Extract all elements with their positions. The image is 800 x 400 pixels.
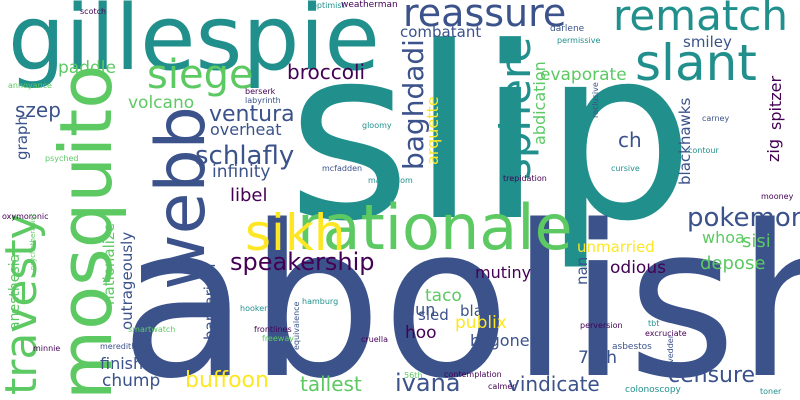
word-schlafly: schlafly (195, 141, 295, 171)
word-outrageously: outrageously (118, 231, 136, 330)
word-sisi: sisi (742, 231, 771, 252)
word-ivana: ivana (395, 369, 461, 397)
word-psyched: psyched (45, 154, 79, 163)
word-taco: taco (425, 286, 462, 306)
word-dun: dun (405, 300, 436, 319)
word-volcano: volcano (128, 93, 195, 113)
word-evaporate: evaporate (540, 65, 627, 85)
word-censure: censure (668, 363, 756, 388)
word-darlene: darlene (550, 24, 585, 34)
word-webb: webb (142, 106, 221, 290)
word-chump: chump (102, 371, 161, 391)
word-70th: 70th (578, 348, 618, 368)
word-colonoscopy: colonoscopy (625, 385, 681, 395)
word-optimist: optimist (312, 1, 345, 10)
word-abolish: abolish (120, 180, 800, 400)
word-gillespie: gillespie (8, 0, 380, 91)
word-abdication: abdication (530, 61, 549, 145)
word-slip: slip (287, 0, 695, 274)
word-weatherman: weatherman (341, 0, 398, 10)
word-reclusive: reclusive (591, 82, 600, 118)
word-gloomy: gloomy (362, 121, 392, 130)
word-graph: graph (13, 116, 31, 160)
word-infinity: infinity (212, 162, 271, 182)
word-zig: zig (764, 139, 783, 162)
word-mcfadden: mcfadden (322, 164, 363, 173)
word-annoyance: annoyance (8, 81, 52, 90)
word-perversion: perversion (580, 321, 623, 330)
word-bygone: bygone (470, 331, 530, 350)
word-nationalize: nationalize (100, 222, 118, 305)
word-sled: sled (418, 306, 449, 324)
word-56th: 56th (404, 371, 423, 380)
word-smartwatch: smartwatch (128, 325, 176, 334)
word-ch: ch (618, 128, 642, 152)
word-arquette: arquette (423, 96, 442, 165)
word-odious: odious (610, 258, 666, 278)
word-buffoon: buffoon (185, 368, 269, 393)
word-szep: szep (15, 98, 61, 122)
word-rationale: rationale (297, 191, 573, 264)
word-minnie: minnie (33, 344, 61, 353)
word-hooker: hooker (240, 304, 268, 313)
word-whoa: whoa (702, 228, 745, 247)
word-combatant: combatant (400, 23, 482, 41)
word-speakership: speakership (230, 248, 375, 276)
word-cursive: cursive (611, 164, 640, 173)
word-libel: libel (230, 185, 268, 206)
word-asbestos: asbestos (612, 342, 652, 352)
word-spitzer: spitzer (766, 75, 785, 130)
word-contemplation: contemplation (444, 370, 502, 379)
word-finisher: finisher (100, 354, 160, 373)
word-paddle: paddle (58, 58, 116, 78)
word-berserk: berserk (245, 87, 276, 96)
word-barbarism: barbarism (201, 263, 219, 340)
word-equivalence: equivalence (292, 301, 301, 350)
word-labyrinth: labyrinth (245, 96, 281, 105)
word-pokemon: pokemon (687, 203, 800, 233)
word-slant: slant (635, 34, 757, 92)
word-anesthesia: anesthesia (7, 253, 23, 330)
word-overheat: overheat (210, 120, 282, 139)
word-martyrdom: martyrdom (368, 176, 413, 185)
word-broccoli: broccoli (287, 60, 366, 84)
word-carney: carney (702, 114, 730, 123)
word-calmer: calmer (488, 382, 516, 391)
word-smiley: smiley (683, 33, 732, 51)
word-frontlines: frontlines (254, 325, 292, 334)
word-permissive: permissive (557, 36, 601, 45)
word-vindicate: vindicate (508, 372, 600, 396)
word-freeway: freeway (262, 334, 294, 343)
word-oxymoronic: oxymoronic (2, 212, 49, 221)
word-hamburg: hamburg (302, 297, 339, 306)
word-ventura: ventura (209, 102, 295, 127)
word-blah: blah (460, 302, 493, 320)
word-til: til (761, 321, 777, 335)
word-trepidation: trepidation (503, 174, 547, 183)
word-excruciate: excruciate (645, 329, 687, 338)
word-siege: siege (147, 52, 254, 98)
word-vedder: vedder (666, 334, 675, 363)
word-mutiny: mutiny (475, 263, 532, 282)
word-tallest: tallest (300, 372, 362, 396)
word-hoo: hoo (405, 323, 437, 343)
word-blackhawks: blackhawks (676, 97, 694, 185)
word-mooney: mooney (761, 192, 794, 201)
word-cruella: cruella (361, 335, 389, 344)
word-nan: nan (573, 256, 591, 285)
word-tbt: tbt (648, 319, 660, 328)
word-toner: toner (760, 387, 782, 396)
word-reassure: reassure (403, 0, 567, 35)
word-scotch: scotch (80, 7, 107, 16)
word-contour: contour (688, 146, 719, 155)
word-rematch: rematch (613, 0, 789, 40)
word-depose: depose (700, 253, 766, 274)
word-unmarried: unmarried (577, 238, 655, 256)
word-psychotherapist: psychotherapist (29, 213, 37, 270)
word-meredith: meredith (100, 342, 137, 351)
word-publix: publix (455, 313, 507, 333)
word-sikh: sikh (245, 204, 346, 262)
